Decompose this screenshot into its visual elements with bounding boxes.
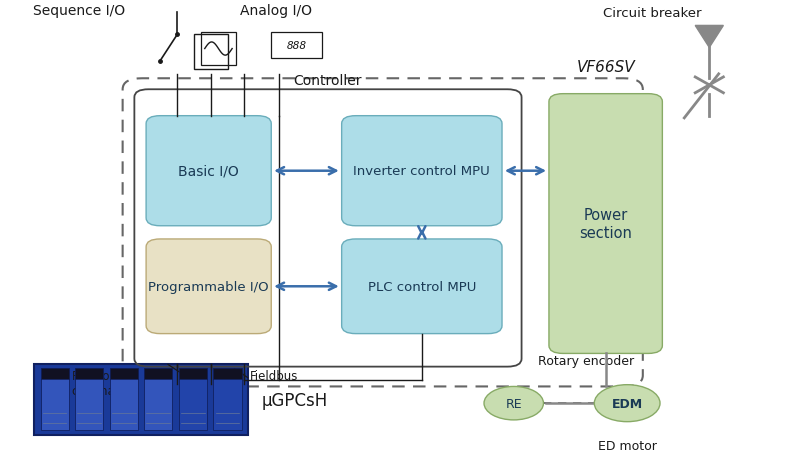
- Text: Programmable I/O: Programmable I/O: [148, 280, 269, 293]
- Text: Fieldbus: Fieldbus: [250, 369, 298, 382]
- Text: Controller: Controller: [294, 74, 362, 88]
- Circle shape: [594, 385, 660, 422]
- Bar: [272, 33, 322, 58]
- Text: Rotary encoder: Rotary encoder: [538, 354, 634, 367]
- Bar: [35, 364, 248, 435]
- FancyBboxPatch shape: [549, 95, 663, 354]
- FancyBboxPatch shape: [341, 239, 502, 334]
- Text: 888: 888: [287, 40, 307, 51]
- Circle shape: [484, 387, 543, 420]
- Polygon shape: [696, 26, 724, 48]
- Bar: [144, 368, 173, 430]
- FancyBboxPatch shape: [146, 239, 272, 334]
- Text: Power
section: Power section: [579, 208, 632, 240]
- Text: RE: RE: [506, 397, 522, 410]
- Text: μGPCsH: μGPCsH: [262, 391, 328, 409]
- Text: EDM: EDM: [612, 397, 643, 410]
- Text: VF66SV: VF66SV: [576, 60, 635, 75]
- Text: Basic I/O: Basic I/O: [178, 164, 239, 178]
- Bar: [110, 368, 138, 379]
- Text: Analog I/O: Analog I/O: [240, 4, 312, 18]
- FancyBboxPatch shape: [341, 116, 502, 226]
- Bar: [194, 35, 228, 70]
- Bar: [75, 368, 104, 379]
- Bar: [214, 368, 242, 379]
- Text: PLC control MPU: PLC control MPU: [367, 280, 476, 293]
- Bar: [144, 368, 173, 379]
- Bar: [179, 368, 207, 430]
- FancyBboxPatch shape: [146, 116, 272, 226]
- Text: Inverter control MPU: Inverter control MPU: [353, 165, 490, 178]
- Text: Circuit breaker: Circuit breaker: [603, 7, 702, 20]
- Text: Sequence I/O: Sequence I/O: [33, 4, 125, 18]
- Bar: [201, 33, 236, 66]
- Bar: [41, 368, 69, 379]
- Bar: [110, 368, 138, 430]
- Bar: [75, 368, 104, 430]
- Text: Position
command: Position command: [71, 369, 130, 397]
- Bar: [179, 368, 207, 379]
- Text: ED motor: ED motor: [597, 440, 656, 452]
- Bar: [214, 368, 242, 430]
- Bar: [41, 368, 69, 430]
